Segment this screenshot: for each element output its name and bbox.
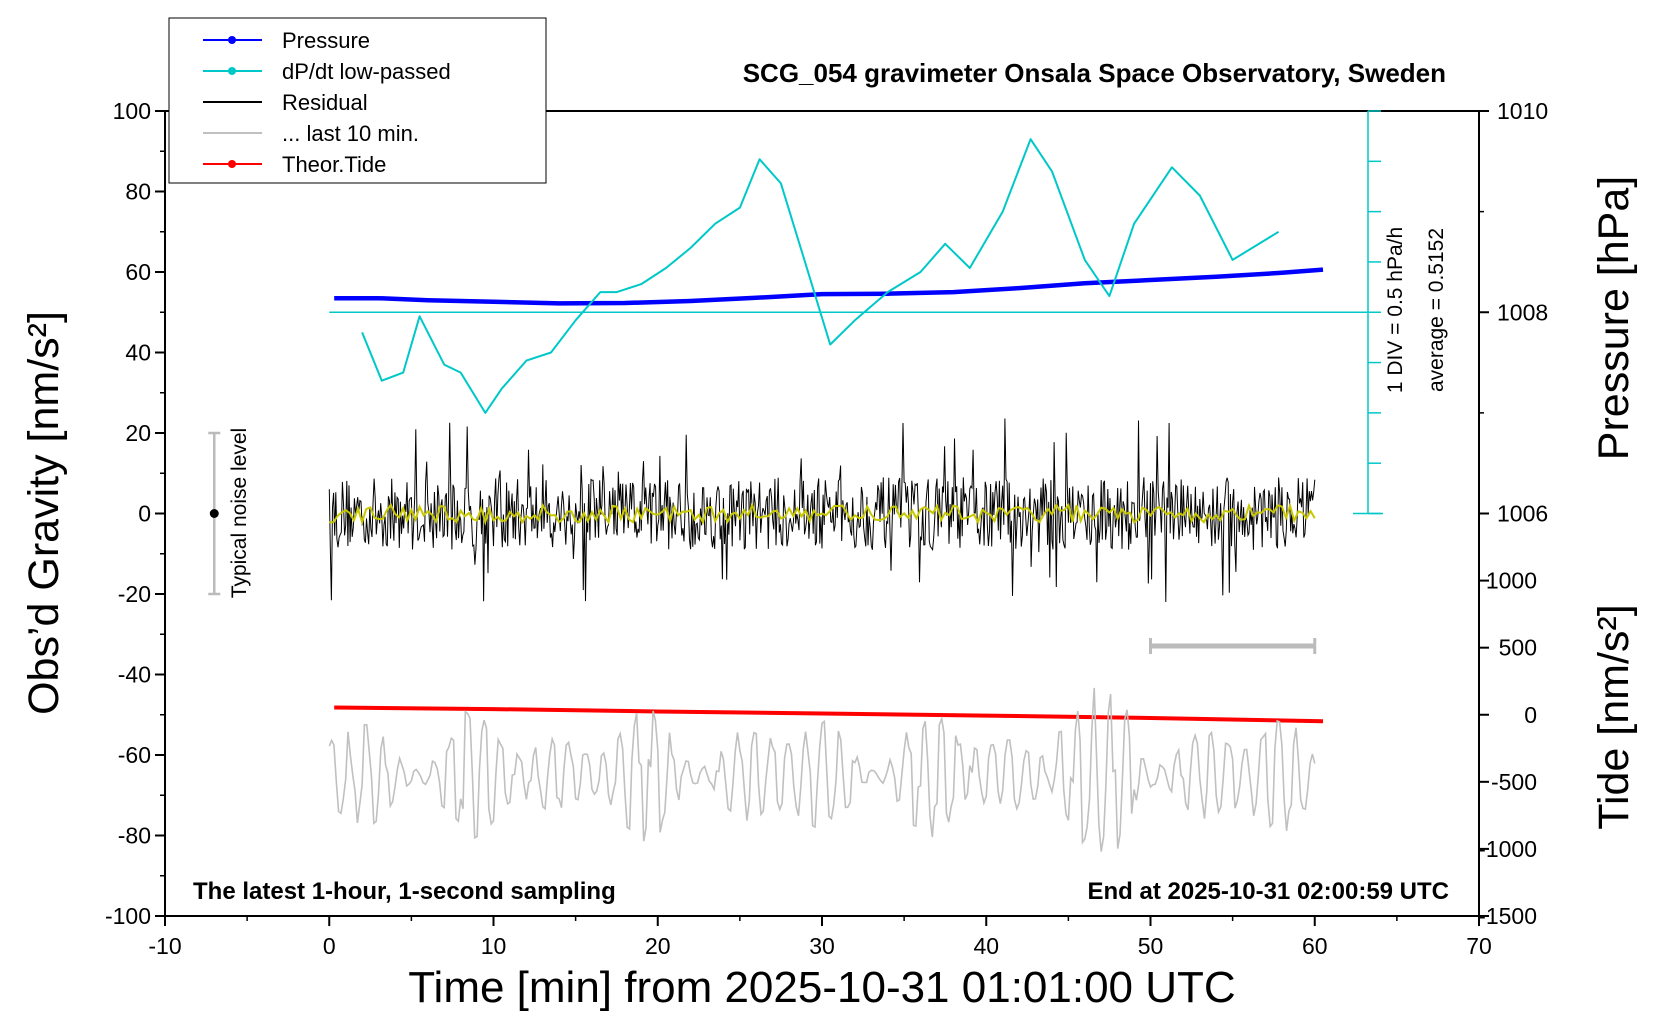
y-tick-label: 0	[138, 501, 151, 527]
y-axis-tide-title: Tide [nm/s²]	[1590, 604, 1638, 829]
x-tick-label: 40	[973, 933, 999, 959]
y-tick-label: -40	[118, 662, 151, 688]
y-tick-label: 20	[125, 420, 151, 446]
tide-tick-label: -500	[1491, 769, 1537, 795]
y-axis-pressure-title: Pressure [hPa]	[1590, 176, 1638, 460]
dpdt-average-label: average = 0.5152	[1425, 228, 1448, 392]
legend-marker	[228, 36, 236, 44]
dpdt-scale-label: 1 DIV = 0.5 hPa/h	[1384, 227, 1407, 393]
tide-tick-label: -1500	[1478, 903, 1537, 929]
legend-label: Pressure	[282, 28, 370, 53]
series-dp-dt-low-passed	[361, 138, 1280, 414]
x-tick-label: 30	[809, 933, 835, 959]
x-tick-label: 0	[323, 933, 336, 959]
pressure-tick-label: 1008	[1497, 299, 1548, 325]
pressure-tick-label: 1010	[1497, 98, 1548, 124]
x-tick-label: 60	[1302, 933, 1328, 959]
legend-label: Theor.Tide	[282, 152, 386, 177]
legend-label: ... last 10 min.	[282, 121, 419, 146]
noise-level-label: Typical noise level	[228, 428, 251, 598]
legend-box	[168, 17, 547, 184]
x-tick-label: -10	[148, 933, 181, 959]
x-tick-label: 50	[1138, 933, 1164, 959]
series-residual-smoothed	[329, 502, 1316, 526]
y-tick-label: 80	[125, 179, 151, 205]
y-tick-label: 100	[113, 98, 151, 124]
y-tick-label: 40	[125, 340, 151, 366]
series-pressure	[334, 267, 1324, 306]
noise-center-dot	[209, 509, 219, 518]
note-latest-hour: The latest 1-hour, 1-second sampling	[193, 878, 616, 905]
series-last-10-min	[328, 687, 1316, 852]
legend-marker	[228, 160, 236, 168]
tide-tick-label: 1000	[1486, 568, 1537, 594]
y-tick-label: -100	[105, 903, 151, 929]
legend-marker	[228, 67, 236, 75]
tide-tick-label: -1000	[1478, 836, 1537, 862]
chart-title: SCG_054 gravimeter Onsala Space Observat…	[743, 58, 1446, 88]
series-theor-tide	[334, 705, 1324, 724]
note-end-time: End at 2025-10-31 02:00:59 UTC	[1088, 878, 1450, 905]
x-tick-label: 70	[1466, 933, 1492, 959]
pressure-tick-label: 1006	[1497, 501, 1548, 527]
x-tick-label: 20	[645, 933, 671, 959]
tide-tick-label: 0	[1524, 702, 1537, 728]
x-tick-label: 10	[481, 933, 507, 959]
y-tick-label: -80	[118, 823, 151, 849]
legend-label: dP/dt low-passed	[282, 59, 451, 84]
x-axis-title: Time [min] from 2025-10-31 01:01:00 UTC	[408, 963, 1235, 1012]
y-tick-label: -60	[118, 742, 151, 768]
series-residual	[328, 418, 1316, 603]
y-tick-label: 60	[125, 259, 151, 285]
y-axis-left-title: Obs’d Gravity [nm/s²]	[20, 311, 68, 715]
legend-label: Residual	[282, 90, 368, 115]
tide-tick-label: 500	[1499, 635, 1537, 661]
y-tick-label: -20	[118, 581, 151, 607]
